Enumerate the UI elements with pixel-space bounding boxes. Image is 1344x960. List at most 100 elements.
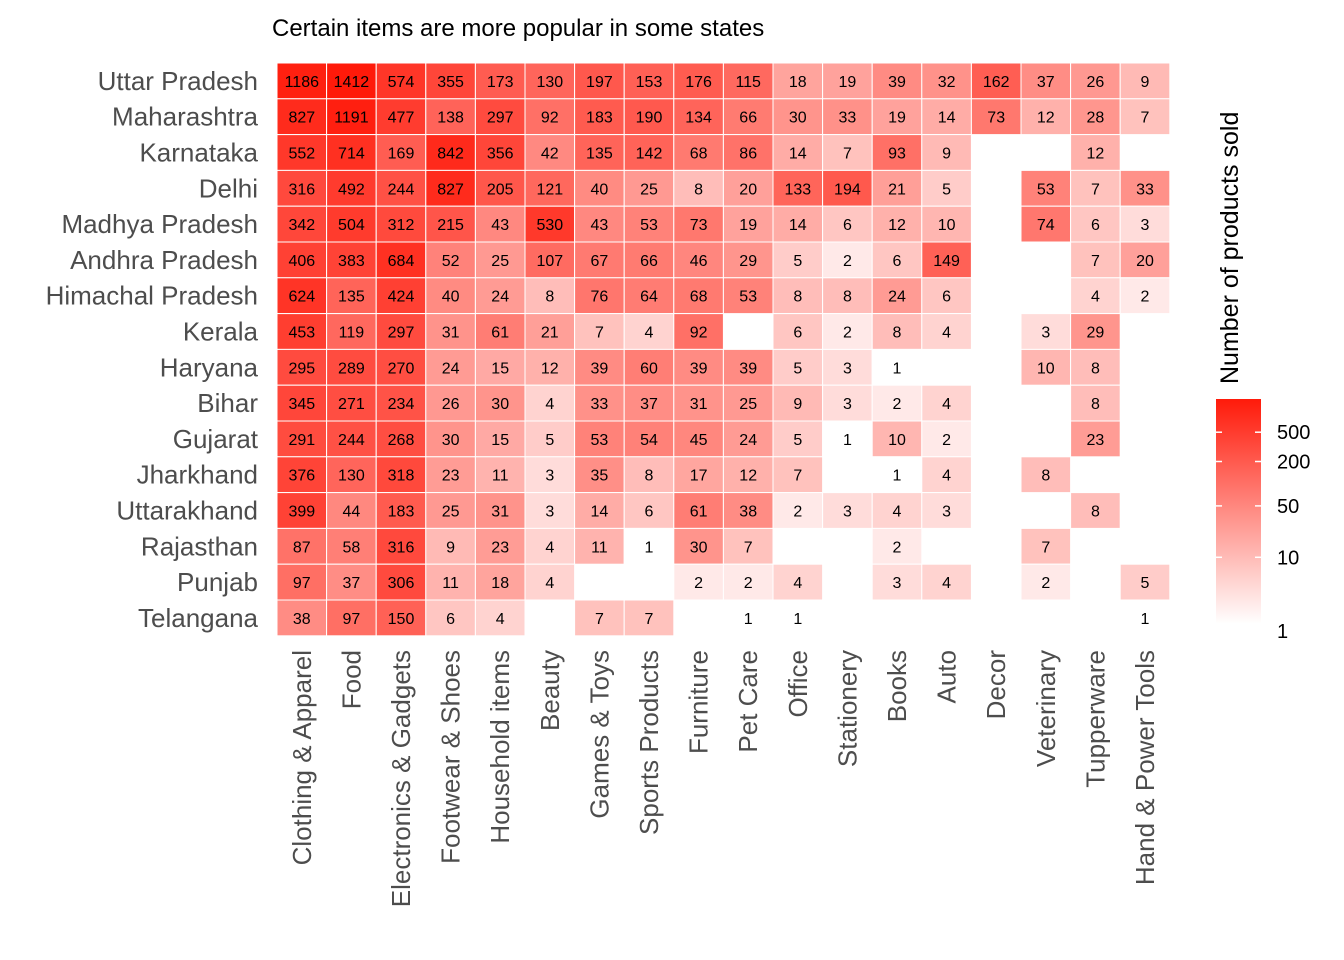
cell-value-label: 477	[388, 110, 415, 127]
column-label: Footwear & Shoes	[436, 650, 466, 864]
cell-value-label: 8	[1091, 396, 1100, 413]
cell-value-label: 355	[437, 74, 464, 91]
heatmap-cell	[474, 205, 526, 243]
cell-value-label: 53	[591, 432, 609, 449]
heatmap-cell	[375, 563, 427, 601]
cell-value-label: 6	[1091, 217, 1100, 234]
heatmap-cell	[921, 420, 972, 458]
cell-value-label: 26	[442, 396, 460, 413]
cell-value-label: 2	[1041, 575, 1050, 592]
column-label: Pet Care	[733, 650, 763, 753]
heatmap-cell	[326, 384, 377, 422]
cell-value-label: 6	[446, 611, 455, 628]
heatmap-cell	[276, 563, 328, 601]
heatmap-cell	[772, 98, 824, 136]
heatmap-cell	[524, 241, 576, 279]
cell-value-label: 25	[739, 396, 757, 413]
cell-value-label: 53	[640, 217, 658, 234]
cell-value-label: 7	[744, 539, 753, 556]
cell-value-label: 60	[640, 360, 658, 377]
cell-value-label: 7	[1091, 181, 1100, 198]
row-label: Karnataka	[139, 138, 258, 168]
cell-value-label: 11	[591, 539, 608, 556]
legend-tick-label: 50	[1277, 496, 1299, 518]
heatmap-cell	[1020, 98, 1072, 136]
heatmap-cell	[722, 348, 774, 386]
heatmap-cell	[822, 241, 873, 279]
heatmap-cell	[871, 527, 923, 565]
row-label: Uttar Pradesh	[98, 66, 258, 96]
heatmap-cell	[871, 563, 923, 601]
cell-value-label: 4	[545, 575, 554, 592]
cell-value-label: 58	[343, 539, 361, 556]
heatmap-cell	[276, 98, 328, 136]
row-label: Madhya Pradesh	[61, 209, 258, 239]
cell-value-label: 9	[446, 539, 455, 556]
column-label: Beauty	[535, 650, 565, 731]
cell-value-label: 6	[893, 253, 902, 270]
cell-value-label: 68	[690, 289, 708, 306]
column-label: Sports Products	[634, 650, 664, 835]
cell-value-label: 4	[793, 575, 802, 592]
heatmap-cell	[425, 313, 476, 350]
cell-value-label: 18	[491, 575, 509, 592]
cell-value-label: 86	[739, 146, 757, 163]
heatmap-cell	[425, 456, 476, 494]
cell-value-label: 176	[685, 74, 712, 91]
cell-value-label: 7	[595, 611, 604, 628]
heatmap-cell	[276, 277, 328, 315]
heatmap-cells: 1186 1412 574 355 173 130 197 153 176 115 18 19 39 32…	[276, 62, 1171, 637]
heatmap-cell	[1119, 599, 1171, 637]
heatmap-cell	[474, 456, 526, 494]
heatmap-cell	[425, 492, 476, 529]
cell-value-label: 15	[491, 432, 509, 449]
cell-value-label: 18	[789, 74, 807, 91]
cell-value-label: 138	[437, 110, 464, 127]
cell-value-label: 1	[793, 611, 802, 628]
heatmap-cell	[772, 348, 824, 386]
heatmap-cell	[673, 134, 724, 171]
heatmap-cell	[1119, 205, 1171, 243]
heatmap-cell	[871, 313, 923, 350]
cell-value-label: 318	[388, 468, 415, 485]
cell-value-label: 52	[442, 253, 460, 270]
cell-value-label: 40	[442, 289, 460, 306]
cell-value-label: 53	[739, 289, 757, 306]
heatmap-cell	[623, 205, 675, 243]
heatmap-cell	[1119, 563, 1171, 601]
row-label: Kerala	[183, 317, 259, 347]
cell-value-label: 14	[938, 110, 956, 127]
heatmap-cell	[623, 527, 675, 565]
cell-value-label: 9	[1141, 74, 1150, 91]
heatmap-cell	[772, 134, 824, 171]
cell-value-label: 684	[388, 253, 415, 270]
cell-value-label: 2	[793, 504, 802, 521]
heatmap-cell	[772, 420, 824, 458]
cell-value-label: 33	[591, 396, 609, 413]
cell-value-label: 504	[338, 217, 365, 234]
cell-value-label: 406	[288, 253, 315, 270]
heatmap-cell	[1119, 62, 1171, 100]
heatmap-cell	[722, 277, 774, 315]
cell-value-label: 39	[690, 360, 708, 377]
heatmap-cell	[276, 456, 328, 494]
heatmap-cell	[326, 348, 377, 386]
cell-value-label: 11	[442, 575, 459, 592]
cell-value-label: 2	[843, 253, 852, 270]
cell-value-label: 92	[541, 110, 559, 127]
heatmap-cell	[921, 134, 972, 171]
cell-value-label: 53	[1037, 181, 1055, 198]
cell-value-label: 7	[843, 146, 852, 163]
heatmap-cell	[474, 527, 526, 565]
cell-value-label: 19	[739, 217, 757, 234]
cell-value-label: 121	[536, 181, 563, 198]
heatmap-cell	[524, 563, 576, 601]
heatmap-cell	[326, 492, 377, 529]
cell-value-label: 1412	[334, 74, 370, 91]
cell-value-label: 30	[442, 432, 460, 449]
cell-value-label: 44	[343, 504, 361, 521]
cell-value-label: 2	[893, 396, 902, 413]
column-label: Electronics & Gadgets	[386, 650, 416, 907]
column-label: Clothing & Apparel	[287, 650, 317, 865]
heatmap-cell	[871, 384, 923, 422]
